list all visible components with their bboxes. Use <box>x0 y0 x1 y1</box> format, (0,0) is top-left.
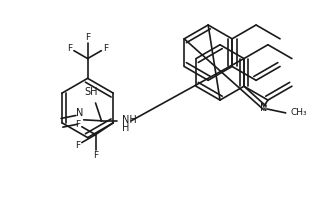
Text: N: N <box>76 108 83 118</box>
Text: SH: SH <box>85 87 98 97</box>
Text: N: N <box>260 103 268 113</box>
Text: H: H <box>122 123 130 133</box>
Text: F: F <box>67 44 72 53</box>
Text: F: F <box>103 44 108 53</box>
Text: NH: NH <box>122 115 137 125</box>
Text: F: F <box>75 141 80 150</box>
Text: F: F <box>75 120 80 129</box>
Text: F: F <box>85 33 90 42</box>
Text: CH₃: CH₃ <box>291 108 307 117</box>
Text: F: F <box>93 151 98 160</box>
